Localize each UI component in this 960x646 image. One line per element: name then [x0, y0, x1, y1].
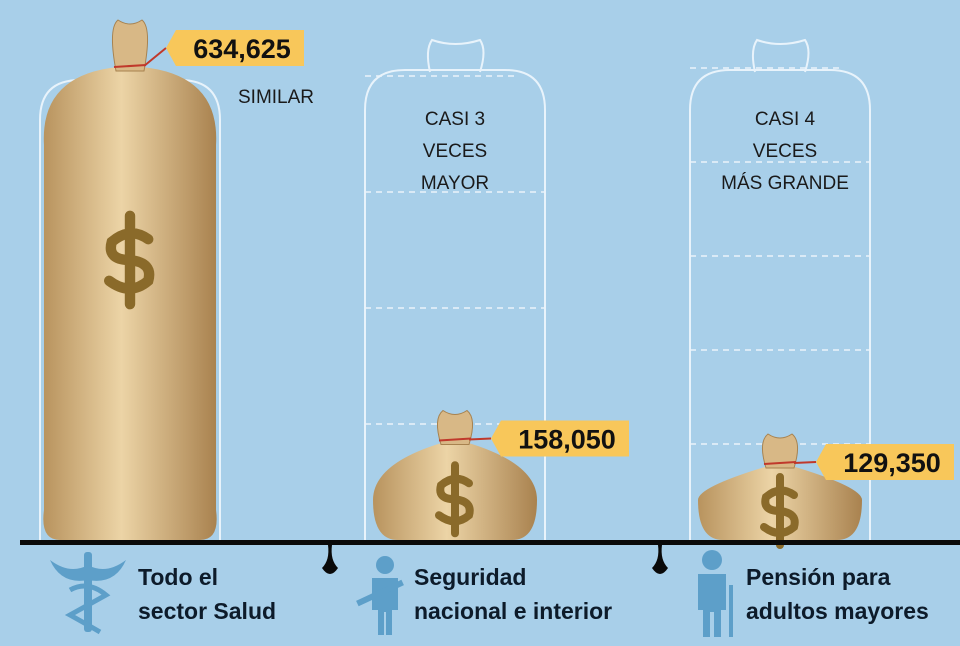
category-label: Todo el sector Salud — [138, 564, 276, 624]
bag-string — [763, 461, 797, 466]
container-knot — [426, 38, 485, 73]
container-knot — [751, 38, 810, 73]
value-label: 129,350 — [843, 448, 941, 478]
bag-knot — [437, 409, 473, 445]
value-tag — [491, 420, 629, 457]
tag-string — [468, 437, 492, 441]
bars: 634,625 158,050 129,350 — [43, 19, 954, 550]
icons — [50, 550, 733, 637]
container — [689, 69, 871, 540]
value-tag — [166, 30, 304, 66]
category-label: Seguridad nacional e interior — [414, 564, 612, 624]
bag-string — [438, 437, 472, 442]
base-line — [20, 540, 960, 545]
annotation: CASI 4 VECES MÁS GRANDE — [721, 109, 849, 194]
tag-string — [143, 47, 167, 67]
dollar-sign — [104, 210, 155, 310]
elder-icon — [698, 550, 733, 637]
container — [364, 69, 546, 540]
value-label: 634,625 — [193, 34, 291, 64]
money-bag: 158,050 — [373, 409, 629, 540]
bag-string — [113, 64, 147, 68]
soldier-icon — [356, 556, 404, 635]
value-tag — [816, 444, 954, 481]
baseline — [20, 540, 960, 574]
dollar-sign — [435, 461, 474, 538]
annotation: SIMILAR — [238, 87, 314, 108]
category-label: Pensión para adultos mayores — [746, 564, 929, 624]
annotation: CASI 3 VECES MAYOR — [421, 109, 489, 194]
value-label: 158,050 — [518, 424, 616, 454]
tag-string — [793, 461, 817, 465]
health-icon — [50, 552, 126, 635]
bag-knot — [112, 19, 148, 72]
drip — [322, 545, 338, 574]
dollar-sign — [760, 473, 799, 550]
money-bag: 129,350 — [698, 433, 954, 550]
drip — [652, 545, 668, 574]
money-bag: 634,625 — [43, 19, 304, 540]
bag-knot — [762, 433, 798, 469]
labels: Todo el sector Salud SIMILAR Seguridad nacio… — [138, 87, 929, 624]
